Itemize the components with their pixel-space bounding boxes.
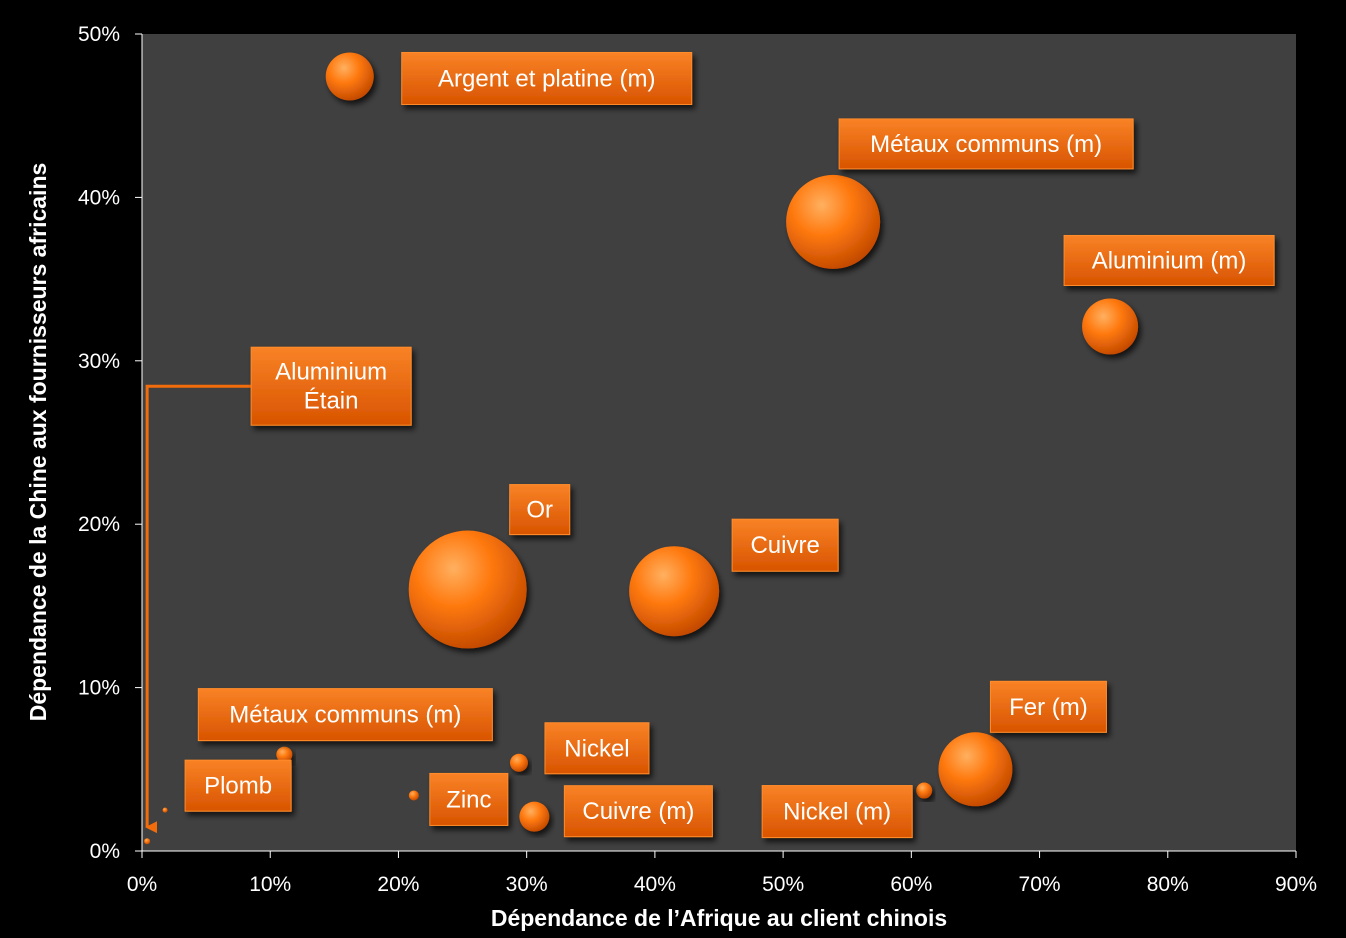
callout-box: [761, 785, 913, 839]
callout-box: [1063, 234, 1275, 286]
data-callout: Zinc: [429, 772, 509, 826]
callout-box: [563, 785, 713, 838]
callout-box: [989, 680, 1107, 733]
callout-label: Plomb: [204, 773, 272, 800]
bubble-point: [629, 546, 720, 637]
callout-label: Aluminium: [275, 359, 387, 386]
y-tick-label: 40%: [78, 186, 120, 209]
bubble-point: [325, 52, 374, 101]
callout-label: Cuivre: [750, 532, 819, 559]
callout-label: Argent et platine (m): [438, 65, 655, 92]
data-callout: Cuivre: [731, 518, 839, 572]
callout-label: Nickel: [564, 735, 629, 762]
x-axis-title: Dépendance de l’Afrique au client chinoi…: [491, 905, 947, 931]
x-tick-label: 0%: [127, 873, 157, 896]
data-callout: Nickel (m): [761, 785, 913, 839]
data-callout: Métaux communs (m): [838, 118, 1134, 170]
callout-leader-arrow: [145, 384, 252, 834]
bubble-point: [276, 746, 293, 763]
x-tick-label: 60%: [890, 873, 932, 896]
callout-label: Fer (m): [1009, 694, 1088, 721]
data-callout: Fer (m): [989, 680, 1107, 733]
y-tick-label: 0%: [90, 840, 120, 863]
data-callout: Nickel: [544, 722, 650, 775]
callout-box: [401, 51, 693, 105]
callout-box: [250, 346, 412, 426]
x-tick-label: 50%: [762, 873, 804, 896]
bubble-point: [519, 801, 550, 832]
data-callout: Aluminium (m): [1063, 234, 1275, 286]
bubble-point: [408, 530, 527, 649]
callout-label: Or: [526, 497, 553, 524]
y-axis-title: Dépendance de la Chine aux fournisseurs …: [25, 163, 51, 722]
x-tick-label: 40%: [634, 873, 676, 896]
bubble-point: [408, 790, 419, 801]
bubble-point: [509, 753, 528, 772]
bubble-point: [938, 732, 1013, 807]
data-callout: Plomb: [184, 759, 292, 812]
callout-box: [197, 688, 493, 742]
x-tick-label: 20%: [377, 873, 419, 896]
callout-label: Métaux communs (m): [229, 702, 461, 729]
callout-box: [509, 484, 571, 536]
data-callout: Argent et platine (m): [401, 51, 693, 105]
bubble-point: [916, 782, 933, 799]
callout-box: [544, 722, 650, 775]
bubble-point: [1082, 298, 1139, 355]
y-tick-label: 30%: [78, 350, 120, 373]
callout-label: Nickel (m): [783, 799, 891, 826]
callout-box: [429, 772, 509, 826]
callout-box: [184, 759, 292, 812]
callout-label: Zinc: [446, 786, 491, 813]
x-tick-label: 70%: [1019, 873, 1061, 896]
callout-box: [838, 118, 1134, 170]
y-tick-label: 20%: [78, 513, 120, 536]
callout-box: [731, 518, 839, 572]
x-tick-label: 10%: [249, 873, 291, 896]
callout-label: Métaux communs (m): [870, 131, 1102, 158]
x-tick-label: 80%: [1147, 873, 1189, 896]
data-callout: Or: [509, 484, 571, 536]
bubble-point: [144, 838, 151, 845]
y-tick-label: 50%: [78, 23, 120, 46]
callout-label: Cuivre (m): [582, 798, 694, 825]
bubble-point: [786, 174, 881, 269]
bubble-point: [162, 807, 168, 813]
data-callout: Métaux communs (m): [197, 688, 493, 742]
data-callout: Cuivre (m): [563, 785, 713, 838]
callout-label: Étain: [304, 388, 359, 415]
y-tick-label: 10%: [78, 677, 120, 700]
x-tick-label: 90%: [1275, 873, 1317, 896]
callout-label: Aluminium (m): [1092, 247, 1247, 274]
x-tick-label: 30%: [506, 873, 548, 896]
